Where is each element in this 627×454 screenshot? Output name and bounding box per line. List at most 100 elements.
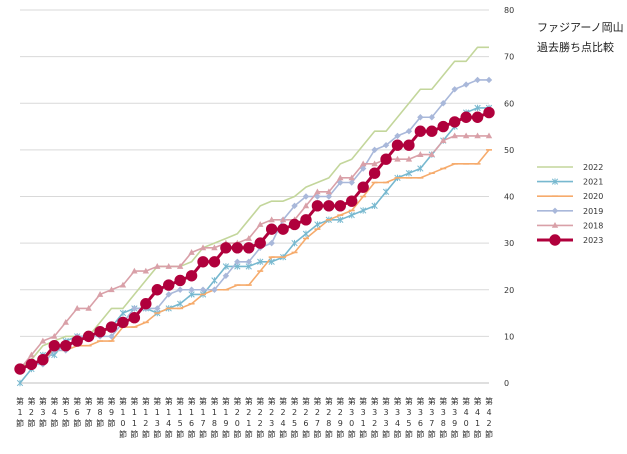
data-point-2018-34 bbox=[394, 155, 401, 162]
data-point-2019-36 bbox=[417, 114, 424, 121]
series-markers bbox=[14, 76, 495, 387]
data-point-2023-24 bbox=[277, 223, 289, 235]
data-point-2018-24 bbox=[279, 216, 287, 223]
data-point-2018-4 bbox=[51, 332, 58, 339]
data-point-2018-38 bbox=[440, 137, 447, 143]
data-point-2019-31 bbox=[359, 165, 367, 172]
data-point-2023-38 bbox=[437, 120, 449, 133]
data-point-2019-17 bbox=[199, 286, 207, 293]
data-point-2019-41 bbox=[474, 76, 481, 84]
y-tick-label-10: 10 bbox=[504, 332, 514, 341]
data-point-2023-14 bbox=[163, 279, 175, 291]
data-point-2019-25 bbox=[291, 202, 298, 210]
data-point-2021-36 bbox=[417, 165, 424, 172]
legend-marker-2019 bbox=[551, 207, 559, 214]
data-point-2018-26 bbox=[302, 202, 310, 209]
legend-label-2019: 2019 bbox=[583, 207, 603, 216]
data-point-2023-6 bbox=[71, 335, 83, 347]
data-point-2021-41 bbox=[474, 104, 481, 112]
axes: 0 10 20 30 40 50 60 70 80 第 1 節第 2 節第 3 節第 4 節第 5 節第 6 節第 7 節第 8… bbox=[16, 6, 514, 439]
data-point-2018-16 bbox=[188, 249, 195, 255]
legend-marker-2021 bbox=[551, 178, 559, 185]
legend-label-2023: 2023 bbox=[583, 236, 603, 245]
data-point-2019-39 bbox=[451, 86, 458, 93]
data-point-2019-40 bbox=[462, 81, 470, 88]
data-point-2019-15 bbox=[176, 286, 184, 293]
data-point-2021-35 bbox=[405, 169, 413, 177]
data-point-2018-21 bbox=[245, 235, 252, 241]
data-point-2019-26 bbox=[302, 193, 310, 200]
data-point-2021-19 bbox=[222, 263, 230, 270]
data-point-2023-11 bbox=[128, 312, 141, 324]
data-point-2018-6 bbox=[73, 305, 81, 311]
data-point-2023-35 bbox=[403, 139, 415, 151]
data-point-2023-39 bbox=[448, 116, 461, 128]
data-point-2018-28 bbox=[325, 188, 333, 195]
data-point-2021-30 bbox=[348, 211, 355, 219]
data-point-2018-37 bbox=[428, 151, 436, 157]
data-point-2021-18 bbox=[211, 277, 218, 284]
data-point-2019-23 bbox=[268, 239, 275, 247]
chart-title-group: ファジアーノ岡山 過去勝ち点比較 bbox=[537, 21, 624, 54]
data-point-2019-9 bbox=[108, 333, 115, 340]
y-tick-label-60: 60 bbox=[504, 99, 514, 108]
data-point-2023-22 bbox=[254, 237, 266, 249]
data-point-2019-21 bbox=[245, 258, 252, 265]
data-point-2019-35 bbox=[405, 128, 413, 135]
data-point-2023-25 bbox=[288, 218, 301, 231]
data-point-2019-28 bbox=[325, 193, 333, 200]
data-point-2023-15 bbox=[174, 274, 186, 287]
data-point-2018-11 bbox=[131, 267, 138, 274]
data-point-2018-42 bbox=[485, 132, 493, 139]
data-point-2019-34 bbox=[394, 132, 401, 140]
data-point-2018-13 bbox=[154, 263, 161, 269]
data-point-2023-20 bbox=[231, 242, 244, 254]
series-line-2023 bbox=[19, 111, 490, 371]
chart-subtitle: 過去勝ち点比較 bbox=[537, 40, 614, 54]
data-point-2018-14 bbox=[165, 263, 172, 269]
series-line-2019 bbox=[19, 79, 489, 370]
data-point-2019-29 bbox=[337, 179, 344, 186]
data-point-2023-42 bbox=[483, 106, 495, 119]
data-point-2018-12 bbox=[142, 267, 150, 274]
data-point-2023-18 bbox=[208, 256, 221, 268]
data-point-2019-42 bbox=[485, 76, 493, 84]
data-point-2021-27 bbox=[314, 221, 321, 228]
legend: 2022 2021 2020 2019 2018 2023 bbox=[537, 163, 603, 246]
data-point-2018-5 bbox=[62, 318, 69, 325]
y-tick-label-20: 20 bbox=[504, 286, 514, 295]
legend-marker-2018 bbox=[551, 222, 559, 228]
data-point-2023-16 bbox=[185, 270, 198, 282]
y-tick-label-70: 70 bbox=[504, 53, 514, 62]
data-point-2019-16 bbox=[188, 286, 195, 293]
data-point-2019-14 bbox=[165, 291, 172, 298]
legend-label-2022: 2022 bbox=[583, 163, 603, 172]
legend-marker-2023 bbox=[549, 234, 561, 246]
data-point-2023-19 bbox=[220, 242, 232, 254]
data-point-2018-18 bbox=[211, 244, 218, 251]
data-point-2018-30 bbox=[348, 174, 355, 181]
data-point-2023-37 bbox=[426, 125, 438, 137]
data-point-2019-32 bbox=[371, 146, 378, 154]
data-point-2019-13 bbox=[154, 305, 161, 312]
data-point-2023-29 bbox=[334, 200, 346, 212]
data-point-2018-35 bbox=[405, 155, 413, 162]
